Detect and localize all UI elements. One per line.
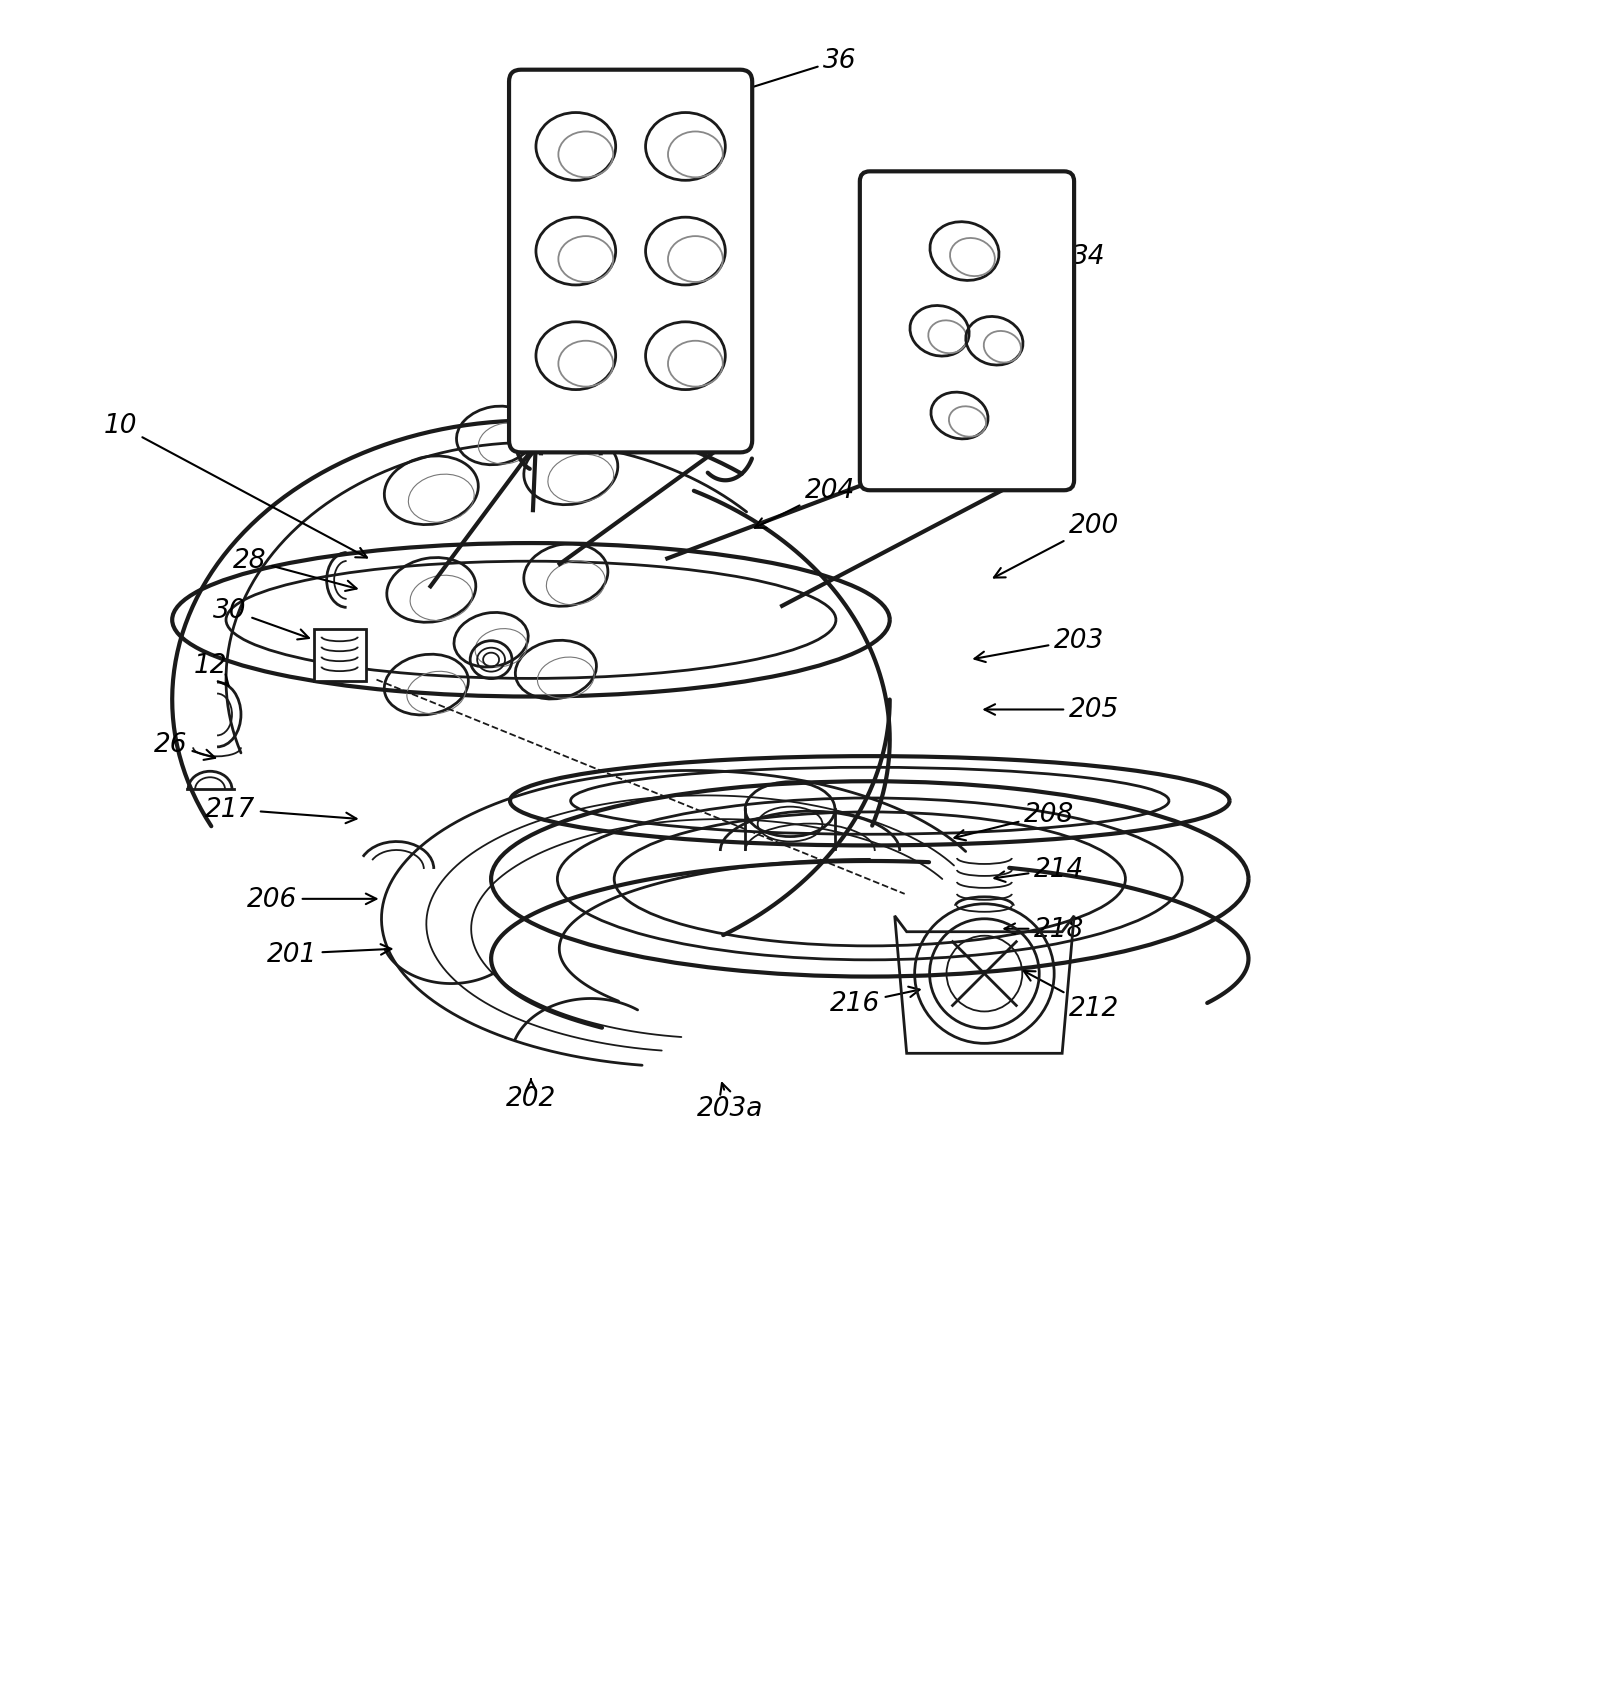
Text: 201: 201 (266, 941, 391, 968)
Text: 214: 214 (993, 857, 1084, 883)
Text: 212: 212 (1022, 971, 1118, 1022)
Text: 34: 34 (964, 244, 1105, 302)
Text: 30: 30 (213, 597, 308, 640)
Text: 200: 200 (993, 512, 1118, 579)
Text: 28: 28 (234, 548, 357, 592)
Text: 26: 26 (153, 732, 214, 760)
Text: 12: 12 (193, 652, 229, 686)
Text: 205: 205 (984, 696, 1118, 724)
Text: 36: 36 (685, 48, 855, 111)
Text: 202: 202 (505, 1081, 555, 1111)
Text: 218: 218 (1005, 917, 1084, 942)
Text: 217: 217 (204, 797, 355, 824)
Text: 206: 206 (247, 886, 377, 912)
FancyBboxPatch shape (508, 70, 751, 452)
Text: 203a: 203a (696, 1084, 763, 1121)
FancyBboxPatch shape (313, 630, 365, 681)
Text: 208: 208 (954, 802, 1074, 842)
Text: 203: 203 (974, 628, 1104, 662)
FancyBboxPatch shape (859, 172, 1073, 492)
Text: 10: 10 (104, 413, 367, 558)
Text: 204: 204 (755, 478, 855, 529)
Text: 216: 216 (829, 987, 919, 1017)
